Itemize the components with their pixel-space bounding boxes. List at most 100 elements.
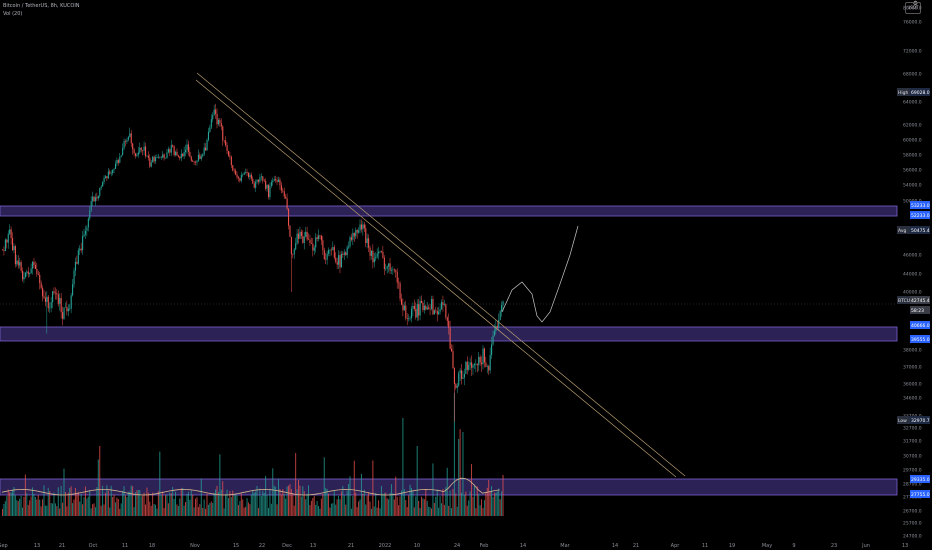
volume-bar: [309, 505, 311, 516]
volume-bar: [150, 505, 152, 516]
volume-bar: [372, 460, 374, 516]
volume-bar: [316, 500, 318, 516]
price-tag-label: Low: [898, 418, 907, 424]
price-tag-bg: [910, 475, 930, 483]
volume-bar: [147, 492, 149, 516]
volume-bar: [482, 508, 484, 516]
volume-bar: [332, 503, 334, 516]
candle-body: [369, 247, 371, 256]
candle-body: [64, 306, 67, 308]
candle-body: [419, 300, 421, 316]
candle-body: [229, 155, 231, 157]
price-tag-bg: [910, 226, 930, 234]
volume-bar: [345, 504, 347, 516]
candle-body: [329, 249, 331, 251]
volume-bar: [395, 476, 397, 516]
candle-body: [501, 305, 503, 312]
candle-body: [300, 231, 302, 236]
candle-body: [448, 320, 450, 328]
volume-bar: [159, 451, 161, 516]
volume-bar: [461, 492, 463, 516]
candle-body: [389, 263, 391, 271]
volume-bar: [456, 506, 458, 516]
candle-body: [180, 153, 182, 159]
volume-bar: [104, 492, 106, 516]
candle-body: [80, 248, 82, 251]
price-tag: 40666.0: [910, 321, 930, 329]
candle-body: [406, 318, 408, 319]
volume-bar: [396, 496, 398, 516]
volume-bar: [329, 507, 331, 516]
y-tick-label: 28700.0: [903, 482, 922, 488]
price-tag-value: 58:23: [911, 308, 924, 314]
candle-body: [199, 154, 201, 160]
y-tick-label: 24700.0: [903, 534, 922, 540]
candle-body: [418, 304, 420, 316]
gear-icon[interactable]: ⚙: [912, 0, 918, 7]
volume-bar: [469, 491, 471, 516]
volume-bar: [356, 507, 358, 516]
volume-bar: [363, 489, 365, 516]
y-tick-label: 44000.0: [903, 272, 922, 278]
candle-body: [266, 184, 268, 189]
volume-bar: [370, 508, 372, 516]
candle-body: [84, 230, 87, 235]
volume-bar: [219, 454, 221, 516]
volume-bar: [483, 500, 485, 516]
candle-body: [36, 268, 38, 275]
candle-body: [133, 149, 135, 154]
currency-badge[interactable]: USDT: [905, 2, 921, 14]
volume-bar: [326, 488, 328, 516]
volume-bar: [406, 507, 408, 516]
price-tag: 39555.0: [910, 335, 930, 343]
y-tick-label: 46000.0: [903, 253, 922, 259]
candle-body: [185, 149, 187, 153]
candle-body: [320, 235, 322, 241]
candle-body: [352, 232, 354, 240]
candle-body: [57, 294, 59, 304]
volume-bar: [290, 488, 292, 516]
candle-body: [69, 308, 71, 310]
volume-bar: [137, 489, 139, 516]
volume-bar: [132, 486, 134, 516]
volume-bar: [213, 492, 215, 516]
volume-bar: [82, 504, 84, 516]
price-tag-label: High: [898, 90, 908, 96]
volume-bar: [56, 506, 58, 516]
candle-body: [479, 356, 481, 363]
volume-bar: [192, 494, 194, 516]
candle-body: [439, 309, 441, 312]
volume-bar: [369, 501, 371, 516]
volume-bar: [299, 485, 301, 516]
volume-bar: [29, 500, 31, 516]
x-tick-label: 19: [729, 543, 735, 549]
volume-bar: [89, 490, 91, 516]
volume-bar: [129, 491, 131, 516]
candle-body: [465, 361, 467, 374]
volume-bar: [187, 491, 189, 516]
price-tag-value: 29335.0: [911, 477, 930, 483]
y-tick-label: 31700.0: [903, 439, 922, 445]
candle-body: [110, 173, 112, 174]
candle-body: [122, 148, 124, 156]
candle-body: [146, 155, 148, 157]
candle-body: [104, 176, 107, 179]
volume-bar: [47, 487, 49, 516]
candle-body: [186, 144, 188, 150]
volume-bar: [217, 492, 219, 516]
candle-body: [319, 235, 321, 237]
zone-resistance: [0, 205, 898, 217]
candle-body: [246, 172, 248, 173]
volume-bar: [315, 504, 317, 516]
candle-body: [481, 362, 483, 365]
y-tick-label: 58000.0: [903, 153, 922, 159]
volume-bar: [305, 499, 307, 516]
candle-body: [134, 153, 137, 156]
volume-bar: [189, 499, 191, 516]
price-tag-value: 40666.0: [911, 323, 930, 329]
candle-body: [431, 299, 433, 309]
volume-bar: [431, 508, 432, 516]
candle-body: [358, 230, 360, 233]
